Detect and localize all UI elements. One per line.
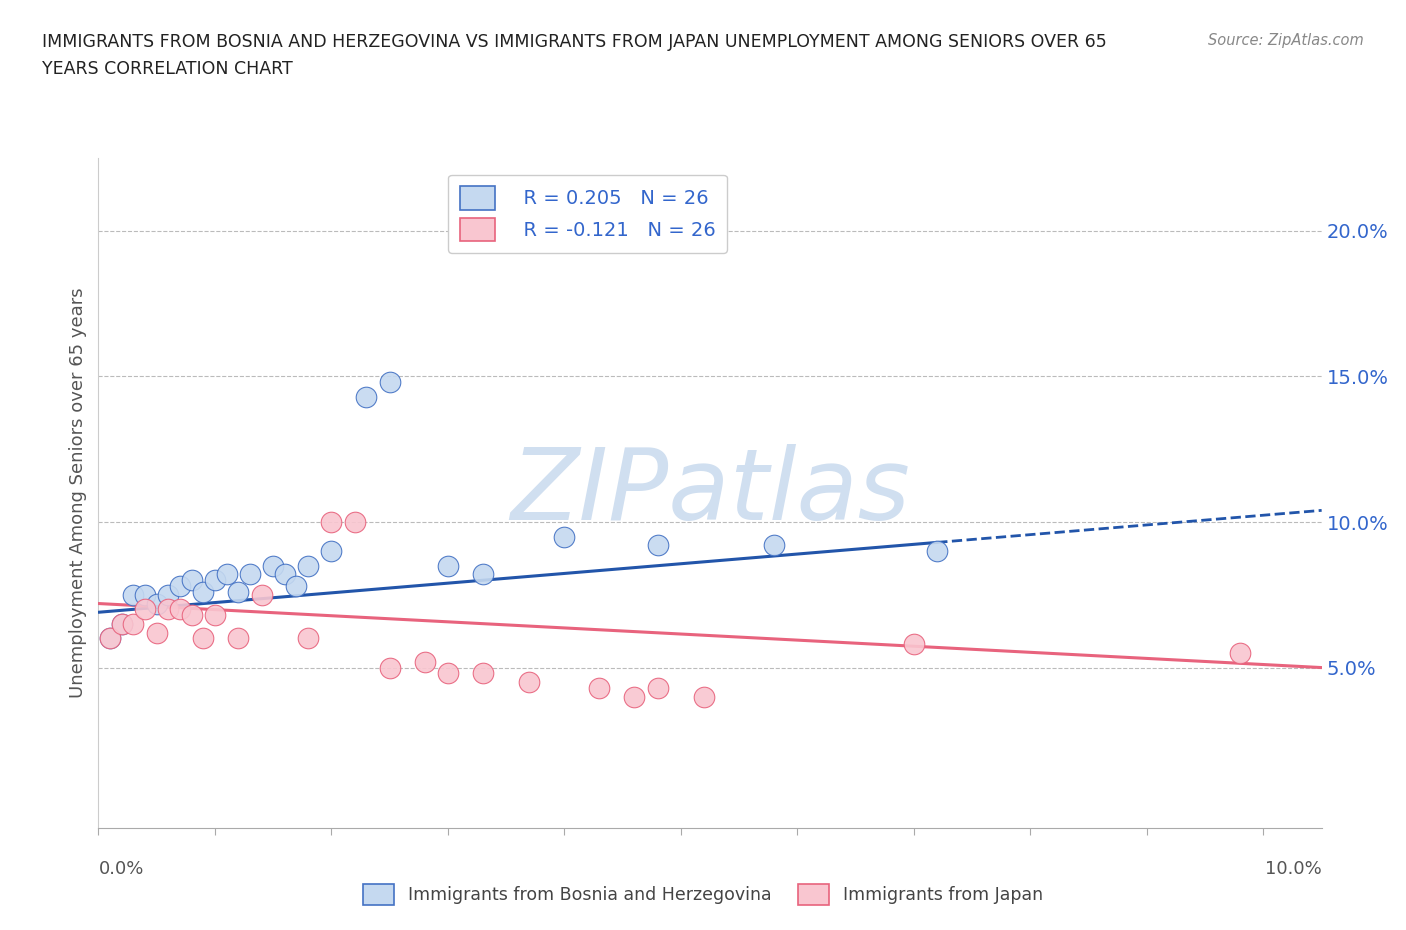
Point <box>693 689 716 704</box>
Point <box>763 538 786 552</box>
Point <box>321 514 343 529</box>
Point <box>297 558 319 573</box>
Text: IMMIGRANTS FROM BOSNIA AND HERZEGOVINA VS IMMIGRANTS FROM JAPAN UNEMPLOYMENT AMO: IMMIGRANTS FROM BOSNIA AND HERZEGOVINA V… <box>42 33 1107 50</box>
Point <box>588 681 610 696</box>
Point <box>193 584 215 599</box>
Point <box>250 588 273 603</box>
Text: 0.0%: 0.0% <box>98 860 143 878</box>
Text: Source: ZipAtlas.com: Source: ZipAtlas.com <box>1208 33 1364 47</box>
Point <box>111 617 134 631</box>
Point <box>262 558 284 573</box>
Point <box>180 573 202 588</box>
Point <box>413 655 436 670</box>
Point <box>169 578 191 593</box>
Point <box>157 602 180 617</box>
Point <box>903 637 925 652</box>
Point <box>285 578 308 593</box>
Point <box>122 617 145 631</box>
Legend: Immigrants from Bosnia and Herzegovina, Immigrants from Japan: Immigrants from Bosnia and Herzegovina, … <box>356 877 1050 912</box>
Point <box>647 538 669 552</box>
Point <box>111 617 134 631</box>
Point <box>215 567 238 582</box>
Point <box>647 681 669 696</box>
Point <box>553 529 575 544</box>
Point <box>623 689 645 704</box>
Legend:   R = 0.205   N = 26,   R = -0.121   N = 26: R = 0.205 N = 26, R = -0.121 N = 26 <box>449 175 727 253</box>
Point <box>927 544 949 559</box>
Point <box>226 631 249 646</box>
Point <box>134 602 156 617</box>
Point <box>157 588 180 603</box>
Point <box>378 660 401 675</box>
Point <box>193 631 215 646</box>
Point <box>1229 645 1251 660</box>
Point <box>145 596 167 611</box>
Point <box>519 674 541 689</box>
Point <box>437 666 460 681</box>
Point <box>204 573 226 588</box>
Point <box>169 602 191 617</box>
Point <box>471 567 494 582</box>
Point <box>297 631 319 646</box>
Point <box>98 631 121 646</box>
Y-axis label: Unemployment Among Seniors over 65 years: Unemployment Among Seniors over 65 years <box>69 287 87 698</box>
Point <box>204 607 226 622</box>
Point <box>122 588 145 603</box>
Point <box>378 375 401 390</box>
Text: 10.0%: 10.0% <box>1265 860 1322 878</box>
Point <box>145 625 167 640</box>
Point <box>134 588 156 603</box>
Point <box>274 567 297 582</box>
Point <box>239 567 262 582</box>
Point <box>226 584 249 599</box>
Text: YEARS CORRELATION CHART: YEARS CORRELATION CHART <box>42 60 292 78</box>
Point <box>437 558 460 573</box>
Point <box>343 514 366 529</box>
Point <box>98 631 121 646</box>
Text: ZIPatlas: ZIPatlas <box>510 445 910 541</box>
Point <box>321 544 343 559</box>
Point <box>356 390 378 405</box>
Point <box>180 607 202 622</box>
Point <box>471 666 494 681</box>
